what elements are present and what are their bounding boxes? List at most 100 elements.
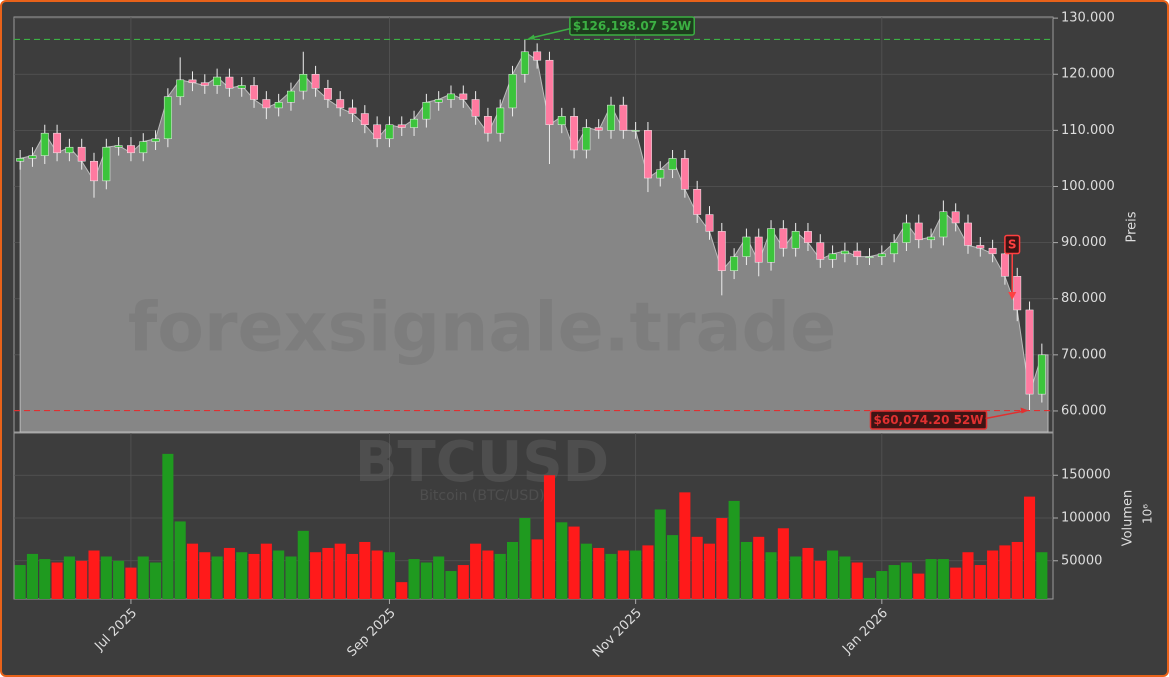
- candle-body: [582, 127, 591, 151]
- y-tick-label: 70.000: [1061, 347, 1107, 362]
- candle-body: [594, 127, 603, 131]
- volume-bar: [186, 543, 199, 599]
- candle-body: [754, 236, 763, 263]
- signal-arrowhead: [1008, 292, 1017, 300]
- candle-body: [213, 76, 222, 86]
- candle-body: [53, 132, 62, 154]
- candle-body: [828, 253, 837, 260]
- y-tick-label: 110.000: [1061, 123, 1115, 138]
- volume-bar: [297, 530, 309, 599]
- volume-bar: [236, 552, 248, 599]
- volume-bar: [728, 500, 740, 599]
- volume-bar: [703, 543, 716, 599]
- volume-bar: [223, 547, 235, 599]
- candle-body: [939, 211, 948, 238]
- candle-body: [65, 146, 74, 154]
- volume-bar: [113, 560, 125, 599]
- y-tick-label: 100.000: [1061, 179, 1115, 194]
- volume-bar: [630, 550, 642, 599]
- volume-bar: [63, 556, 75, 599]
- candle-body: [90, 160, 98, 182]
- volume-bar: [765, 552, 777, 599]
- volume-bar: [494, 553, 506, 599]
- volume-bar: [125, 567, 137, 599]
- price-area: [19, 51, 1049, 433]
- candle-body: [853, 250, 862, 257]
- candle-body: [693, 189, 702, 215]
- candle-body: [176, 79, 185, 97]
- volume-bar: [457, 565, 469, 599]
- volume-bar: [876, 571, 888, 599]
- volume-bar: [617, 550, 629, 599]
- annotation-arrow: [528, 27, 572, 40]
- candle-body: [151, 138, 160, 142]
- candle-body: [422, 102, 431, 120]
- candle-body: [545, 59, 554, 125]
- volume-bar: [913, 573, 925, 599]
- volume-bar: [420, 562, 432, 599]
- volume-bar: [777, 528, 789, 599]
- volume-bar: [51, 562, 63, 599]
- candle-body: [976, 245, 985, 249]
- volume-bar: [999, 545, 1011, 599]
- y-tick-label: 60.000: [1061, 403, 1107, 418]
- volume-bar: [740, 541, 752, 599]
- volume-bar: [568, 526, 580, 599]
- candle-body: [126, 145, 135, 154]
- volume-bar: [260, 543, 272, 599]
- candle-body: [791, 231, 800, 249]
- candle-body: [40, 132, 49, 156]
- volume-bar: [937, 559, 949, 599]
- candle-body: [779, 228, 788, 249]
- candle-body: [311, 73, 320, 89]
- volume-bar: [346, 553, 359, 599]
- candle-body: [865, 256, 874, 258]
- volume-bar: [408, 559, 420, 599]
- volume-bar: [383, 552, 395, 599]
- volume-bar: [100, 556, 112, 599]
- candle-body: [804, 231, 812, 243]
- y2-tick-label: 100000: [1061, 511, 1111, 526]
- candle-body: [951, 211, 960, 224]
- candle-body: [299, 73, 308, 92]
- volume-bar: [1011, 541, 1023, 599]
- volume-bar: [162, 453, 174, 599]
- candle-body: [927, 236, 936, 241]
- volume-bar: [814, 560, 826, 599]
- candle-body: [877, 253, 886, 257]
- candle-body: [373, 124, 382, 140]
- candle-body: [323, 88, 332, 100]
- volume-bar: [211, 556, 223, 599]
- y2-tick-label: 50000: [1061, 553, 1102, 568]
- volume-bar: [667, 535, 679, 599]
- candle-body: [348, 107, 357, 114]
- candle-body: [410, 118, 419, 128]
- candle-body: [964, 222, 972, 246]
- candle-body: [237, 85, 246, 89]
- x-tick-label: Jan 2026: [839, 606, 891, 658]
- candle-body: [717, 231, 726, 271]
- volume-bar: [987, 550, 999, 599]
- volume-bar: [371, 550, 383, 599]
- volume-bar: [543, 475, 556, 599]
- y-tick-label: 90.000: [1061, 235, 1107, 250]
- volume-bar: [642, 545, 654, 599]
- volume-bar: [716, 518, 728, 599]
- candle-body: [508, 73, 517, 109]
- candle-body: [1037, 354, 1046, 395]
- volume-bar: [445, 571, 457, 599]
- candle-body: [434, 99, 443, 103]
- candle-body: [77, 146, 86, 162]
- candle-body: [668, 158, 677, 170]
- candle-body: [1025, 309, 1034, 395]
- candle-body: [988, 247, 997, 255]
- volume-bar: [1023, 496, 1036, 599]
- volume-bar: [482, 550, 494, 599]
- candle-body: [570, 116, 579, 151]
- volume-bar: [925, 559, 937, 599]
- candle-body: [139, 141, 148, 154]
- y-tick-label: 80.000: [1061, 291, 1107, 306]
- volume-bar: [654, 509, 666, 599]
- volume-bar: [962, 552, 974, 599]
